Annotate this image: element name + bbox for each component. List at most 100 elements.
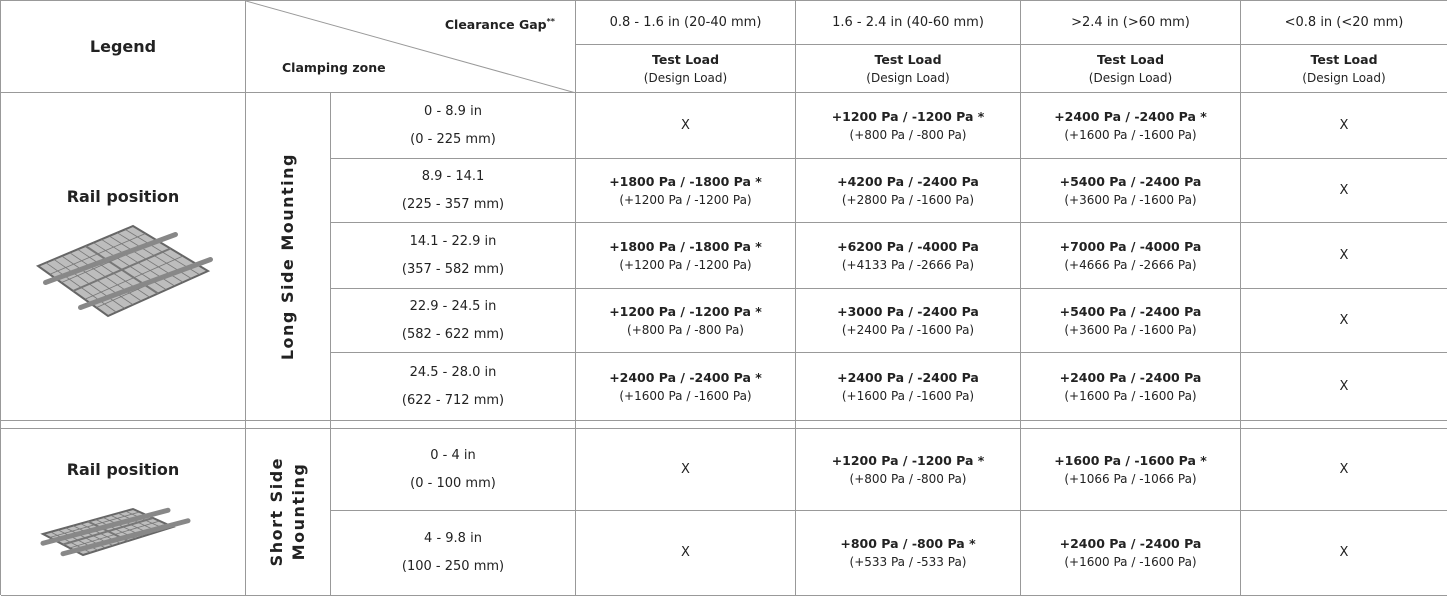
separator bbox=[1, 421, 246, 429]
test-load: +1600 Pa / -1600 Pa * bbox=[1054, 452, 1207, 468]
test-load: +4200 Pa / -2400 Pa bbox=[837, 173, 979, 189]
load-header: Test Load (Design Load) bbox=[576, 45, 796, 93]
mounting-cell: Long Side Mounting bbox=[246, 93, 331, 421]
legend-cell: Rail position bbox=[1, 93, 246, 421]
design-load: (+1600 Pa / -1600 Pa) bbox=[619, 388, 752, 403]
mounting-label: Short Side Mounting bbox=[266, 457, 310, 566]
zone-cell: 24.5 - 28.0 in (622 - 712 mm) bbox=[331, 353, 576, 421]
zone-label: (622 - 712 mm) bbox=[401, 392, 505, 408]
design-load: (+2800 Pa / -1600 Pa) bbox=[841, 192, 975, 207]
load-cell: X bbox=[576, 511, 796, 596]
separator bbox=[1021, 421, 1241, 429]
zone-label: (100 - 250 mm) bbox=[401, 559, 505, 574]
test-load: +2400 Pa / -2400 Pa * bbox=[1054, 108, 1207, 124]
panel-icon bbox=[35, 224, 213, 317]
load-cell: +1200 Pa / -1200 Pa * (+800 Pa / -800 Pa) bbox=[796, 429, 1021, 511]
design-load: (+533 Pa / -533 Pa) bbox=[849, 555, 967, 569]
load-cell: +2400 Pa / -2400 Pa (+1600 Pa / -1600 Pa) bbox=[796, 353, 1021, 421]
load-cell: X bbox=[1241, 511, 1447, 596]
panel-cell-line bbox=[69, 520, 160, 548]
zone-cell: 0 - 8.9 in (0 - 225 mm) bbox=[331, 93, 576, 159]
design-load: (+2400 Pa / -1600 Pa) bbox=[841, 322, 975, 337]
test-load: +7000 Pa / -4000 Pa bbox=[1059, 238, 1202, 254]
no-value: X bbox=[1339, 117, 1349, 133]
rail bbox=[43, 231, 178, 285]
no-value: X bbox=[681, 461, 690, 477]
zone-label: 22.9 - 24.5 in bbox=[409, 298, 497, 314]
no-value: X bbox=[1339, 545, 1349, 560]
zone-cell: 0 - 4 in (0 - 100 mm) bbox=[331, 429, 576, 511]
design-load: (+1600 Pa / -1600 Pa) bbox=[1064, 555, 1197, 569]
zone-cell: 4 - 9.8 in (100 - 250 mm) bbox=[331, 511, 576, 596]
separator bbox=[331, 421, 576, 429]
clearance-gap: Clearance Gap** bbox=[445, 13, 555, 34]
mounting-line: Short Side bbox=[267, 457, 286, 567]
load-cell: +5400 Pa / -2400 Pa (+3600 Pa / -1600 Pa) bbox=[1021, 289, 1241, 353]
load-cell: X bbox=[1241, 429, 1447, 511]
design-load: (+1066 Pa / -1066 Pa) bbox=[1064, 471, 1197, 486]
design-load: (+4133 Pa / -2666 Pa) bbox=[841, 257, 975, 272]
mounting-line: Long Side Mounting bbox=[278, 152, 297, 361]
mounting-label: Long Side Mounting bbox=[277, 153, 299, 360]
panel-cell-line bbox=[49, 232, 146, 275]
load-cell: +3000 Pa / -2400 Pa (+2400 Pa / -1600 Pa) bbox=[796, 289, 1021, 353]
no-value: X bbox=[681, 545, 690, 560]
design-load: (+1200 Pa / -1200 Pa) bbox=[619, 257, 752, 272]
panel-cell-line bbox=[84, 255, 184, 300]
no-value: X bbox=[1339, 247, 1349, 263]
design-label: (Design Load) bbox=[643, 70, 728, 85]
load-cell: +7000 Pa / -4000 Pa (+4666 Pa / -2666 Pa) bbox=[1021, 223, 1241, 289]
load-header: Test Load (Design Load) bbox=[796, 45, 1021, 93]
separator bbox=[576, 421, 796, 429]
load-cell: X bbox=[1241, 353, 1447, 421]
load-cell: +800 Pa / -800 Pa * (+533 Pa / -533 Pa) bbox=[796, 511, 1021, 596]
legend-header: Legend bbox=[1, 1, 246, 93]
gap-header: 0.8 - 1.6 in (20-40 mm) bbox=[576, 1, 796, 45]
load-cell: +1200 Pa / -1200 Pa * (+800 Pa / -800 Pa) bbox=[796, 93, 1021, 159]
gap-header: >2.4 in (>60 mm) bbox=[1021, 1, 1241, 45]
legend-cell: Rail position bbox=[1, 429, 246, 596]
clamping-zone: Clamping zone bbox=[282, 60, 386, 75]
clearance-gap-note: ** bbox=[546, 17, 555, 26]
clearance-gap-label: Clearance Gap bbox=[444, 17, 547, 33]
design-load: (+3600 Pa / -1600 Pa) bbox=[1064, 322, 1197, 337]
load-label: Test Load bbox=[1310, 51, 1378, 67]
load-label: Test Load bbox=[651, 51, 720, 67]
test-load: +2400 Pa / -2400 Pa bbox=[1059, 369, 1202, 385]
design-load: (+4666 Pa / -2666 Pa) bbox=[1064, 257, 1197, 272]
load-cell: X bbox=[576, 429, 796, 511]
load-cell: X bbox=[1241, 289, 1447, 353]
design-label: (Design Load) bbox=[866, 70, 950, 85]
test-load: +2400 Pa / -2400 Pa bbox=[837, 369, 979, 385]
zone-label: 14.1 - 22.9 in bbox=[409, 233, 497, 249]
zone-cell: 22.9 - 24.5 in (582 - 622 mm) bbox=[331, 289, 576, 353]
gap-label: 1.6 - 2.4 in (40-60 mm) bbox=[832, 14, 984, 30]
design-label: (Design Load) bbox=[1088, 70, 1173, 85]
load-cell: +6200 Pa / -4000 Pa (+4133 Pa / -2666 Pa) bbox=[796, 223, 1021, 289]
test-load: +800 Pa / -800 Pa * bbox=[840, 536, 976, 551]
load-cell: +2400 Pa / -2400 Pa * (+1600 Pa / -1600 P… bbox=[1021, 93, 1241, 159]
load-cell: +2400 Pa / -2400 Pa (+1600 Pa / -1600 Pa) bbox=[1021, 511, 1241, 596]
load-header: Test Load (Design Load) bbox=[1241, 45, 1447, 93]
design-load: (+3600 Pa / -1600 Pa) bbox=[1064, 192, 1197, 207]
test-load: +5400 Pa / -2400 Pa bbox=[1059, 303, 1202, 319]
design-load: (+800 Pa / -800 Pa) bbox=[849, 127, 967, 142]
load-cell: +2400 Pa / -2400 Pa * (+1600 Pa / -1600 P… bbox=[576, 353, 796, 421]
zone-label: 0 - 8.9 in bbox=[424, 103, 482, 119]
test-load: +6200 Pa / -4000 Pa bbox=[837, 238, 979, 254]
panel-cell-line bbox=[72, 247, 171, 292]
gap-label: >2.4 in (>60 mm) bbox=[1071, 14, 1190, 30]
gap-label: 0.8 - 1.6 in (20-40 mm) bbox=[609, 14, 762, 30]
zone-label: (357 - 582 mm) bbox=[401, 261, 505, 277]
test-load: +1200 Pa / -1200 Pa * bbox=[831, 452, 985, 468]
design-load: (+1600 Pa / -1600 Pa) bbox=[1064, 127, 1197, 142]
load-header: Test Load (Design Load) bbox=[1021, 45, 1241, 93]
separator bbox=[1241, 421, 1447, 429]
design-label: (Design Load) bbox=[1302, 70, 1386, 85]
no-value: X bbox=[681, 117, 690, 133]
rail bbox=[40, 507, 171, 546]
test-load: +1800 Pa / -1800 Pa * bbox=[609, 173, 762, 189]
legend-label: Rail position bbox=[66, 459, 180, 479]
test-load: +2400 Pa / -2400 Pa * bbox=[609, 369, 762, 385]
